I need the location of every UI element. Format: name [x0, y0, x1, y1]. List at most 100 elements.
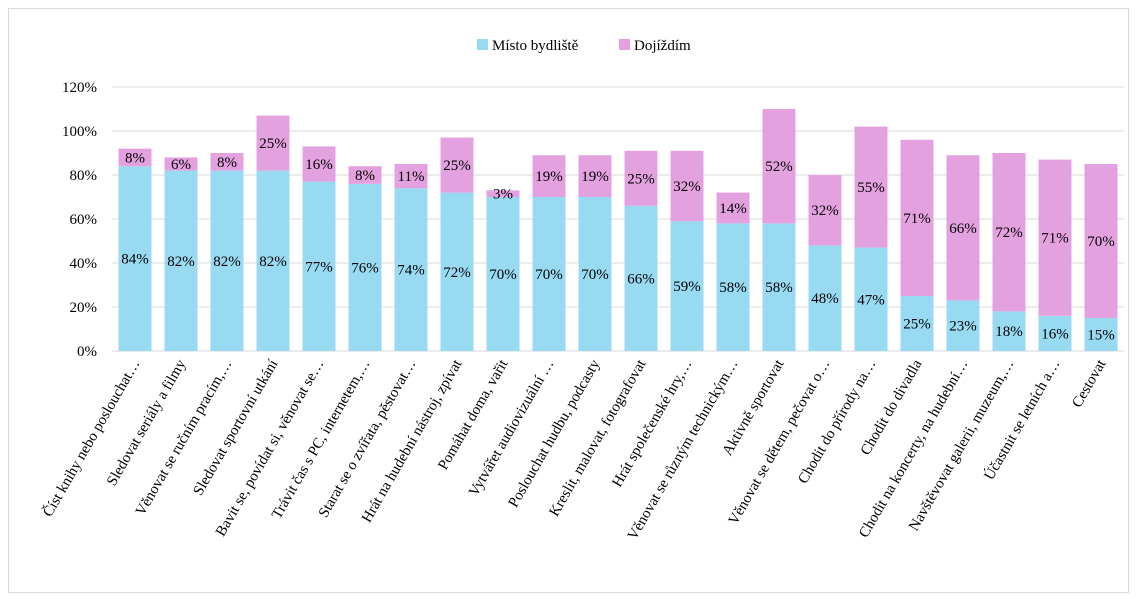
data-label-dojizdim: 72% — [995, 225, 1023, 241]
data-label-dojizdim: 25% — [627, 171, 655, 187]
bar-dojizdim — [670, 150, 704, 222]
bar-misto-bydliste — [992, 311, 1026, 351]
data-label-misto-bydliste: 59% — [673, 279, 701, 295]
bar-dojizdim — [486, 190, 520, 197]
category-label: Vytvářet audiovizuální … — [466, 357, 557, 499]
data-label-misto-bydliste: 23% — [949, 319, 977, 335]
y-tick-label: 80% — [70, 168, 98, 184]
bar-dojizdim — [624, 150, 658, 206]
bar-misto-bydliste — [164, 170, 198, 351]
category-label: Cestovat — [1069, 356, 1110, 410]
bar-dojizdim — [256, 115, 290, 171]
data-label-dojizdim: 71% — [903, 211, 931, 227]
bar-dojizdim — [578, 155, 612, 197]
data-label-misto-bydliste: 84% — [121, 252, 149, 268]
data-label-misto-bydliste: 76% — [351, 260, 379, 276]
bar-dojizdim — [348, 166, 382, 184]
bar-misto-bydliste — [808, 245, 842, 351]
data-label-dojizdim: 25% — [259, 136, 287, 152]
category-label: Poslouchat hudbu, podcasty — [506, 357, 604, 511]
bar-dojizdim — [210, 153, 244, 171]
category-label: Hrát společenské hry,… — [609, 357, 695, 490]
bar-dojizdim — [900, 139, 934, 296]
data-label-dojizdim: 32% — [811, 203, 839, 219]
data-label-dojizdim: 8% — [355, 168, 375, 184]
bar-misto-bydliste — [210, 170, 244, 351]
data-label-misto-bydliste: 15% — [1087, 328, 1115, 344]
legend-swatch-misto-bydliste — [477, 39, 488, 50]
category-label: Sledovat sportovní utkání — [191, 357, 282, 499]
category-labels: Číst knihy nebo poslouchat…Sledovat seri… — [39, 356, 1110, 543]
bar-misto-bydliste — [118, 166, 152, 351]
bar-dojizdim — [532, 155, 566, 197]
bars — [118, 109, 1118, 351]
y-tick-label: 120% — [62, 80, 97, 96]
data-label-dojizdim: 19% — [581, 169, 609, 185]
data-label-dojizdim: 3% — [493, 187, 513, 203]
bar-misto-bydliste — [854, 247, 888, 351]
data-label-misto-bydliste: 70% — [581, 267, 609, 283]
legend: Místo bydliště Dojíždím — [477, 38, 691, 54]
y-tick-label: 0% — [77, 344, 97, 360]
bar-misto-bydliste — [946, 300, 980, 351]
data-label-dojizdim: 11% — [398, 169, 425, 185]
data-label-dojizdim: 25% — [443, 158, 471, 174]
bar-misto-bydliste — [1084, 318, 1118, 351]
data-label-dojizdim: 70% — [1087, 234, 1115, 250]
bar-misto-bydliste — [716, 223, 750, 351]
data-label-dojizdim: 8% — [125, 150, 145, 166]
bar-dojizdim — [1084, 164, 1118, 318]
y-tick-label: 60% — [70, 212, 98, 228]
y-tick-label: 40% — [70, 256, 98, 272]
data-label-dojizdim: 19% — [535, 169, 563, 185]
bar-dojizdim — [394, 164, 428, 189]
legend-swatch-dojizdim — [619, 39, 630, 50]
data-label-misto-bydliste: 82% — [259, 254, 287, 270]
bar-dojizdim — [118, 148, 152, 167]
data-label-misto-bydliste: 58% — [765, 280, 793, 296]
data-label-misto-bydliste: 48% — [811, 291, 839, 307]
data-label-dojizdim: 32% — [673, 179, 701, 195]
bar-dojizdim — [716, 192, 750, 224]
data-label-misto-bydliste: 82% — [213, 254, 241, 270]
bar-dojizdim — [808, 175, 842, 246]
y-tick-label: 20% — [70, 300, 98, 316]
bar-misto-bydliste — [670, 221, 704, 351]
data-label-misto-bydliste: 77% — [305, 259, 333, 275]
bar-dojizdim — [854, 126, 888, 248]
data-label-dojizdim: 55% — [857, 180, 885, 196]
data-label-dojizdim: 6% — [171, 157, 191, 173]
bar-misto-bydliste — [532, 197, 566, 351]
data-label-dojizdim: 52% — [765, 159, 793, 175]
data-label-dojizdim: 16% — [305, 157, 333, 173]
data-label-dojizdim: 71% — [1041, 231, 1069, 247]
y-tick-label: 100% — [62, 124, 97, 140]
bar-misto-bydliste — [302, 181, 336, 351]
category-label: Sledovat seriály a filmy — [104, 357, 190, 489]
bar-misto-bydliste — [394, 188, 428, 351]
legend-label-dojizdim: Dojíždím — [634, 38, 691, 54]
bar-misto-bydliste — [762, 223, 796, 351]
bar-dojizdim — [946, 155, 980, 301]
chart-frame: 0% 20% 40% 60% 80% 100% 120% 84% 8% 82% 6% 82% 8% 82… — [8, 8, 1129, 593]
bar-misto-bydliste — [256, 170, 290, 351]
y-axis-ticks: 0% 20% 40% 60% 80% 100% 120% — [62, 80, 97, 360]
bar-dojizdim — [440, 137, 474, 193]
bar-dojizdim — [992, 153, 1026, 312]
bar-misto-bydliste — [578, 197, 612, 351]
bar-dojizdim — [1038, 159, 1072, 316]
data-label-misto-bydliste: 47% — [857, 292, 885, 308]
bar-dojizdim — [164, 157, 198, 171]
data-label-misto-bydliste: 82% — [167, 254, 195, 270]
bar-misto-bydliste — [624, 205, 658, 351]
data-label-dojizdim: 14% — [719, 201, 747, 217]
data-label-misto-bydliste: 66% — [627, 271, 655, 287]
data-label-misto-bydliste: 72% — [443, 265, 471, 281]
data-label-dojizdim: 8% — [217, 155, 237, 171]
data-labels: 84% 8% 82% 6% 82% 8% 82% 25% 77% 16% 76% 8% 74% 11% 72… — [121, 136, 1115, 343]
data-label-misto-bydliste: 58% — [719, 280, 747, 296]
bar-misto-bydliste — [900, 296, 934, 351]
data-label-misto-bydliste: 70% — [489, 267, 517, 283]
data-label-misto-bydliste: 74% — [397, 263, 425, 279]
bar-misto-bydliste — [440, 192, 474, 351]
